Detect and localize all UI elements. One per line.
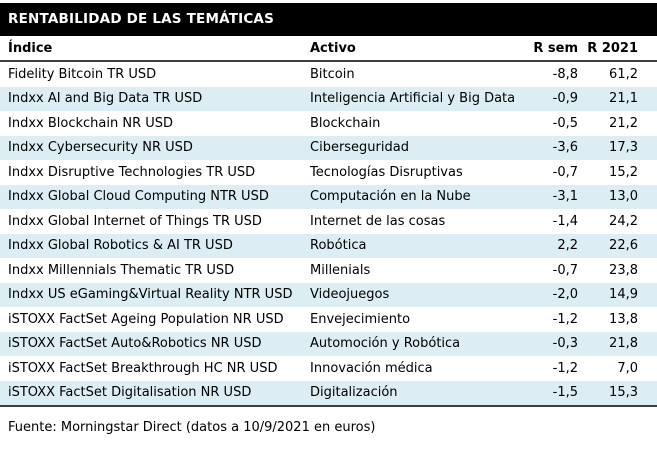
table-row: Indxx Global Cloud Computing NTR USD Comp…	[0, 184, 657, 209]
cell-activo: Ciberseguridad	[310, 140, 409, 156]
cell-indice: iSTOXX FactSet Digitalisation NR USD	[8, 385, 252, 401]
table-title: RENTABILIDAD DE LAS TEMÁTICAS	[8, 11, 274, 27]
table-row: iSTOXX FactSet Auto&Robotics NR USD Autom…	[0, 331, 657, 356]
cell-r2021: 23,8	[609, 262, 638, 278]
table-row: Indxx Blockchain NR USD Blockchain -0,5 21,…	[0, 111, 657, 136]
cell-rsem: -1,4	[552, 213, 578, 229]
cell-r2021: 13,0	[609, 189, 638, 205]
cell-activo: Videojuegos	[310, 287, 390, 303]
table-row: Indxx AI and Big Data TR USD Inteligencia…	[0, 86, 657, 111]
col-header-indice: Índice	[8, 40, 53, 56]
cell-r2021: 17,3	[609, 140, 638, 156]
table-row: Indxx Cybersecurity NR USD Ciberseguridad…	[0, 135, 657, 160]
cell-r2021: 61,2	[609, 66, 638, 82]
cell-activo: Tecnologías Disruptivas	[310, 164, 463, 180]
table-row: Indxx US eGaming&Virtual Reality NTR USD…	[0, 282, 657, 307]
cell-r2021: 7,0	[617, 360, 638, 376]
cell-r2021: 15,3	[609, 385, 638, 401]
table-row: Fidelity Bitcoin TR USD Bitcoin -8,8 61,2	[0, 62, 657, 87]
cell-rsem: -0,5	[552, 115, 578, 131]
table-row: iSTOXX FactSet Ageing Population NR USD E…	[0, 307, 657, 332]
table-body: Fidelity Bitcoin TR USD Bitcoin -8,8 61,2 In…	[0, 62, 657, 407]
cell-rsem: -0,9	[552, 91, 578, 107]
cell-indice: Indxx Global Robotics & AI TR USD	[8, 238, 233, 254]
cell-indice: Indxx Disruptive Technologies TR USD	[8, 164, 256, 180]
source-note: Fuente: Morningstar Direct (datos a 10/9…	[8, 420, 376, 435]
cell-activo: Blockchain	[310, 115, 381, 131]
cell-indice: iSTOXX FactSet Ageing Population NR USD	[8, 311, 284, 327]
cell-rsem: -8,8	[552, 66, 578, 82]
cell-rsem: -1,2	[552, 311, 578, 327]
cell-activo: Automoción y Robótica	[310, 336, 461, 352]
col-header-r2021: R 2021	[587, 40, 638, 56]
cell-rsem: -0,3	[552, 336, 578, 352]
cell-r2021: 21,1	[609, 91, 638, 107]
cell-activo: Inteligencia Artificial y Big Data	[310, 91, 516, 107]
cell-r2021: 24,2	[609, 213, 638, 229]
cell-activo: Bitcoin	[310, 66, 355, 82]
cell-indice: Indxx Global Internet of Things TR USD	[8, 213, 262, 229]
cell-rsem: -3,1	[552, 189, 578, 205]
cell-indice: Indxx Global Cloud Computing NTR USD	[8, 189, 269, 205]
cell-indice: iSTOXX FactSet Auto&Robotics NR USD	[8, 336, 262, 352]
cell-rsem: -2,0	[552, 287, 578, 303]
table-row: iSTOXX FactSet Breakthrough HC NR USD Inn…	[0, 356, 657, 381]
cell-rsem: 2,2	[557, 238, 578, 254]
table-row: Indxx Millennials Thematic TR USD Milleni…	[0, 258, 657, 283]
table-header-row: Índice Activo R sem R 2021	[0, 36, 657, 62]
table-row: Indxx Global Robotics & AI TR USD Robótic…	[0, 233, 657, 258]
cell-rsem: -0,7	[552, 262, 578, 278]
cell-indice: iSTOXX FactSet Breakthrough HC NR USD	[8, 360, 278, 376]
cell-indice: Indxx AI and Big Data TR USD	[8, 91, 203, 107]
table-row: Indxx Disruptive Technologies TR USD Tecn…	[0, 160, 657, 185]
cell-r2021: 15,2	[609, 164, 638, 180]
cell-rsem: -0,7	[552, 164, 578, 180]
cell-activo: Internet de las cosas	[310, 213, 446, 229]
col-header-rsem: R sem	[533, 40, 578, 56]
table-row: Indxx Global Internet of Things TR USD In…	[0, 209, 657, 234]
col-header-activo: Activo	[310, 40, 356, 56]
cell-r2021: 21,2	[609, 115, 638, 131]
table-title-bar: RENTABILIDAD DE LAS TEMÁTICAS	[0, 3, 657, 36]
cell-r2021: 22,6	[609, 238, 638, 254]
cell-rsem: -1,5	[552, 385, 578, 401]
cell-activo: Envejecimiento	[310, 311, 411, 327]
cell-r2021: 14,9	[609, 287, 638, 303]
table-row: iSTOXX FactSet Digitalisation NR USD Digi…	[0, 380, 657, 405]
cell-indice: Indxx Blockchain NR USD	[8, 115, 174, 131]
cell-indice: Fidelity Bitcoin TR USD	[8, 66, 157, 82]
cell-r2021: 13,8	[609, 311, 638, 327]
cell-activo: Digitalización	[310, 385, 398, 401]
cell-activo: Innovación médica	[310, 360, 433, 376]
cell-activo: Robótica	[310, 238, 367, 254]
cell-activo: Millenials	[310, 262, 371, 278]
cell-activo: Computación en la Nube	[310, 189, 471, 205]
cell-rsem: -1,2	[552, 360, 578, 376]
cell-r2021: 21,8	[609, 336, 638, 352]
cell-indice: Indxx Cybersecurity NR USD	[8, 140, 193, 156]
cell-indice: Indxx US eGaming&Virtual Reality NTR USD	[8, 287, 293, 303]
cell-rsem: -3,6	[552, 140, 578, 156]
cell-indice: Indxx Millennials Thematic TR USD	[8, 262, 235, 278]
